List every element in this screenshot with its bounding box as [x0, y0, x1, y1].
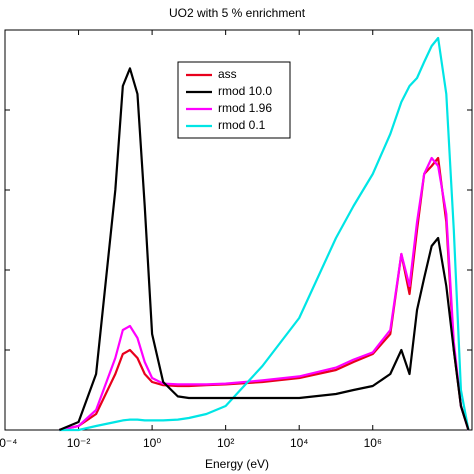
line-series: [59, 156, 470, 432]
x-axis-label: Energy (eV): [205, 457, 269, 471]
x-tick-label: 10⁶: [364, 436, 382, 450]
line-series: [59, 36, 470, 432]
line-series: [58, 67, 470, 432]
x-tick-label: 10²: [217, 436, 234, 450]
legend-label: rmod 10.0: [218, 84, 272, 98]
legend: ass rmod 10.0 rmod 1.96 rmod 0.1: [177, 61, 291, 139]
x-tick-label: 10⁰: [143, 436, 161, 450]
legend-label: rmod 0.1: [218, 118, 266, 132]
x-tick-label: 10⁴: [290, 436, 309, 450]
legend-label: rmod 1.96: [218, 101, 272, 115]
line-series: [59, 156, 470, 432]
x-tick-label: 10⁻²: [67, 436, 91, 450]
x-tick-label: 10⁻⁴: [0, 436, 17, 450]
chart-title: UO2 with 5 % enrichment: [169, 6, 306, 20]
legend-label: ass: [218, 67, 237, 81]
